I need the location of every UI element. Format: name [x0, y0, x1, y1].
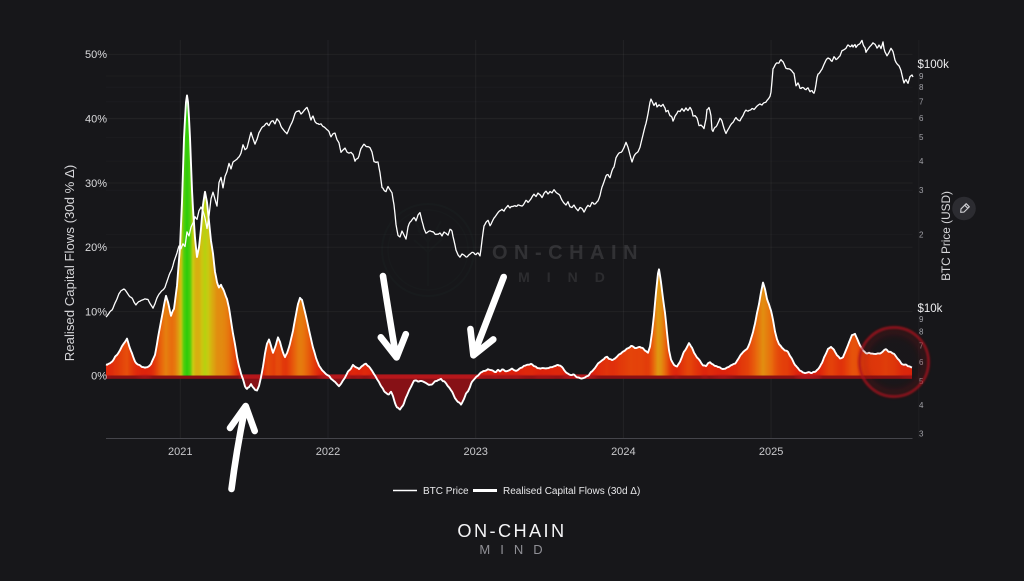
- svg-text:3: 3: [919, 186, 924, 195]
- svg-text:2022: 2022: [316, 446, 340, 458]
- svg-text:9: 9: [919, 72, 924, 81]
- svg-text:2023: 2023: [463, 446, 487, 458]
- svg-text:30%: 30%: [85, 178, 107, 190]
- svg-text:$10k: $10k: [918, 303, 943, 315]
- svg-text:4: 4: [919, 157, 924, 166]
- svg-text:2025: 2025: [759, 446, 783, 458]
- svg-text:50%: 50%: [85, 49, 107, 61]
- svg-text:3: 3: [919, 429, 924, 438]
- svg-text:2021: 2021: [168, 446, 192, 458]
- svg-text:0%: 0%: [91, 371, 107, 383]
- svg-text:9: 9: [919, 315, 924, 324]
- svg-text:2: 2: [919, 230, 924, 239]
- svg-text:Realised Capital Flows (30d %: Realised Capital Flows (30d % Δ): [62, 165, 77, 361]
- svg-text:$100k: $100k: [918, 59, 950, 71]
- svg-text:Realised Capital Flows (30d Δ): Realised Capital Flows (30d Δ): [503, 486, 640, 497]
- svg-text:10%: 10%: [85, 306, 107, 318]
- svg-text:BTC Price (USD): BTC Price (USD): [939, 191, 953, 281]
- svg-text:MIND: MIND: [479, 542, 552, 557]
- svg-text:7: 7: [919, 98, 924, 107]
- svg-text:8: 8: [919, 83, 924, 92]
- svg-text:2024: 2024: [611, 446, 635, 458]
- svg-text:40%: 40%: [85, 114, 107, 126]
- svg-text:6: 6: [919, 114, 924, 123]
- svg-text:BTC Price: BTC Price: [423, 486, 469, 497]
- svg-text:4: 4: [919, 401, 924, 410]
- svg-text:20%: 20%: [85, 242, 107, 254]
- svg-text:MIND: MIND: [518, 269, 622, 285]
- svg-text:8: 8: [919, 327, 924, 336]
- svg-text:5: 5: [919, 133, 924, 142]
- svg-text:ON-CHAIN: ON-CHAIN: [457, 521, 566, 541]
- svg-text:ON-CHAIN: ON-CHAIN: [492, 242, 644, 264]
